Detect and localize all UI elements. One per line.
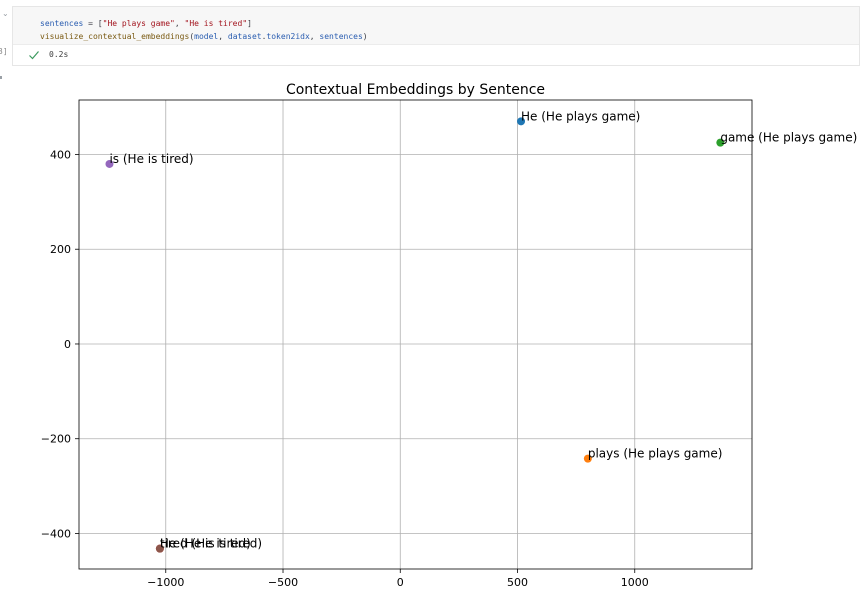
code-token: ( xyxy=(189,32,195,41)
point-label: He (He is tired) xyxy=(160,537,251,551)
code-token: sentences xyxy=(319,32,363,41)
cell-gutter: ⌄ 3] xyxy=(0,0,12,70)
x-tick-label: 0 xyxy=(397,576,404,589)
code-token: , xyxy=(174,19,185,28)
y-tick-label: 0 xyxy=(64,338,71,351)
point-label: tired (He is tired) xyxy=(160,537,262,551)
y-tick-label: −400 xyxy=(41,527,71,540)
code-token: "He is tired" xyxy=(184,19,248,28)
code-token: visualize_contextual_embeddings xyxy=(40,32,190,41)
y-tick-label: 200 xyxy=(50,243,71,256)
point-label: game (He plays game) xyxy=(720,131,857,145)
data-points: He (He plays game) plays (He plays game) g… xyxy=(105,109,857,553)
collapse-chevron-icon[interactable]: ⌄ xyxy=(2,9,9,18)
notebook-code-cell[interactable]: sentences = ["He plays game", "He is tir… xyxy=(12,6,860,66)
code-line-1: sentences = ["He plays game", "He is tir… xyxy=(40,19,252,28)
axis-ticks: −1000 −500 0 500 1000 −400 −200 0 200 400 xyxy=(41,148,649,589)
code-token: , xyxy=(309,32,320,41)
code-line-2: visualize_contextual_embeddings(model, d… xyxy=(40,32,368,41)
code-token: token2idx xyxy=(266,32,310,41)
cell-status: 0.2s xyxy=(13,47,859,65)
code-token: . xyxy=(261,32,267,41)
output-marker xyxy=(0,76,2,79)
plot-frame xyxy=(78,99,753,570)
code-token: , xyxy=(218,32,228,41)
execution-time: 0.2s xyxy=(49,50,69,59)
x-tick-label: 500 xyxy=(507,576,528,589)
x-tick-label: −500 xyxy=(268,576,298,589)
point-label: He (He plays game) xyxy=(521,109,640,123)
code-token: = [ xyxy=(83,19,103,28)
scatter-point xyxy=(155,544,164,553)
code-token: "He plays game" xyxy=(102,19,175,28)
scatter-point xyxy=(583,454,592,463)
point-label: is (He is tired) xyxy=(109,152,193,166)
code-token: ) xyxy=(362,32,368,41)
code-token: ] xyxy=(247,19,252,28)
y-tick-label: 400 xyxy=(50,148,71,161)
x-tick-label: 1000 xyxy=(621,576,649,589)
x-tick-label: −1000 xyxy=(147,576,184,589)
y-tick-label: −200 xyxy=(41,433,71,446)
grid-lines xyxy=(79,100,752,569)
code-token: model xyxy=(194,32,219,41)
code-token: sentences xyxy=(40,19,84,28)
check-icon xyxy=(29,51,39,60)
execution-count: 3] xyxy=(0,47,8,56)
scatter-point xyxy=(105,159,114,168)
chart-title: Contextual Embeddings by Sentence xyxy=(286,82,545,98)
scatter-point xyxy=(517,117,526,126)
code-editor[interactable]: sentences = ["He plays game", "He is tir… xyxy=(13,7,859,45)
point-label: plays (He plays game) xyxy=(588,447,723,461)
code-token: dataset xyxy=(227,32,262,41)
scatter-point xyxy=(716,138,725,147)
